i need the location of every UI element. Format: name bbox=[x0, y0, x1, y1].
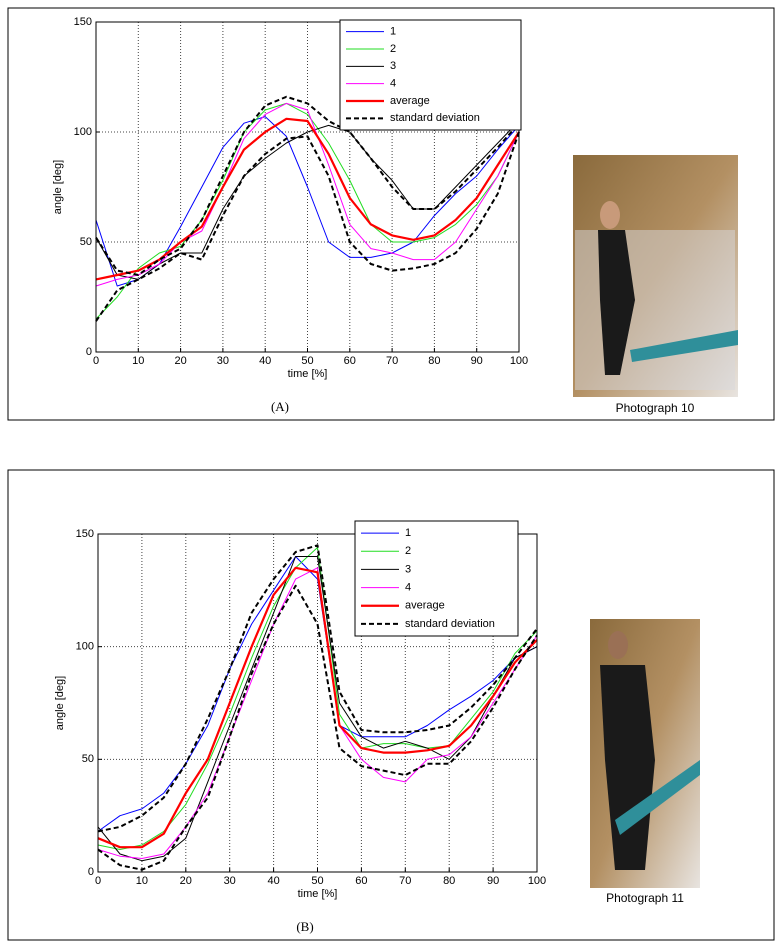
x-tick-label: 70 bbox=[399, 875, 411, 887]
legend bbox=[354, 520, 519, 637]
series-line bbox=[95, 116, 520, 287]
axes-frame bbox=[95, 21, 520, 353]
legend-label: 3 bbox=[405, 563, 411, 575]
photo-caption: Photograph 10 bbox=[616, 401, 695, 415]
photograph bbox=[573, 155, 738, 397]
y-tick-label: 150 bbox=[74, 16, 92, 28]
x-tick-label: 20 bbox=[180, 875, 192, 887]
x-tick-label: 50 bbox=[301, 355, 313, 367]
chart: 0 10 20 30 40 50 60 70 80 90 100 0 50 100 150 time [%] a… bbox=[52, 16, 695, 415]
legend-label: 4 bbox=[390, 78, 396, 90]
y-tick-label: 0 bbox=[86, 346, 92, 358]
legend-label: 1 bbox=[390, 26, 396, 38]
panel-frame bbox=[7, 7, 775, 421]
y-tick-label: 50 bbox=[82, 753, 94, 765]
y-tick-label: 150 bbox=[76, 528, 94, 540]
x-axis-label: time [%] bbox=[288, 368, 328, 380]
x-tick-label: 30 bbox=[224, 875, 236, 887]
x-tick-label: 60 bbox=[355, 875, 367, 887]
x-tick-label: 100 bbox=[510, 355, 528, 367]
legend-label: 2 bbox=[405, 545, 411, 557]
x-tick-label: 40 bbox=[259, 355, 271, 367]
series-line bbox=[95, 131, 520, 322]
photograph bbox=[590, 619, 700, 888]
y-tick-label: 50 bbox=[80, 236, 92, 248]
x-tick-label: 50 bbox=[311, 875, 323, 887]
series-line bbox=[97, 544, 538, 833]
x-tick-label: 40 bbox=[267, 875, 279, 887]
x-tick-label: 70 bbox=[386, 355, 398, 367]
x-tick-label: 80 bbox=[428, 355, 440, 367]
legend-label: 2 bbox=[390, 43, 396, 55]
series-line bbox=[95, 117, 520, 281]
legend-label: average bbox=[390, 95, 430, 107]
legend-label: average bbox=[405, 600, 445, 612]
series-line bbox=[95, 102, 520, 287]
series-line bbox=[97, 584, 538, 871]
x-tick-label: 80 bbox=[443, 875, 455, 887]
series-line bbox=[97, 556, 538, 862]
y-axis-label: angle [deg] bbox=[52, 160, 64, 214]
y-tick-label: 100 bbox=[76, 641, 94, 653]
photo-caption: Photograph 11 bbox=[606, 891, 684, 905]
x-tick-label: 20 bbox=[174, 355, 186, 367]
legend-label: standard deviation bbox=[390, 112, 480, 124]
legend-label: 4 bbox=[405, 581, 411, 593]
series-line bbox=[95, 102, 520, 320]
x-tick-label: 90 bbox=[471, 355, 483, 367]
x-tick-label: 0 bbox=[93, 355, 99, 367]
x-tick-label: 0 bbox=[95, 875, 101, 887]
series-line bbox=[97, 566, 538, 849]
panel-caption: (B) bbox=[296, 919, 313, 934]
panel-caption: (A) bbox=[271, 399, 289, 414]
legend-label: standard deviation bbox=[405, 618, 495, 630]
x-tick-label: 90 bbox=[487, 875, 499, 887]
chart: 0 10 20 30 40 50 60 70 80 90 100 0 50 100 150 time [%] a… bbox=[54, 520, 684, 934]
legend-label: 3 bbox=[390, 60, 396, 72]
x-axis-label: time [%] bbox=[298, 888, 338, 900]
series-line bbox=[97, 567, 538, 859]
legend-label: 1 bbox=[405, 527, 411, 539]
x-tick-label: 30 bbox=[217, 355, 229, 367]
legend bbox=[339, 19, 522, 131]
x-tick-label: 100 bbox=[528, 875, 546, 887]
series-line bbox=[95, 95, 520, 276]
x-tick-label: 60 bbox=[344, 355, 356, 367]
x-tick-label: 10 bbox=[132, 355, 144, 367]
y-axis-label: angle [deg] bbox=[54, 676, 66, 730]
y-tick-label: 0 bbox=[88, 866, 94, 878]
y-tick-label: 100 bbox=[74, 126, 92, 138]
panel-frame bbox=[7, 469, 775, 941]
series-line bbox=[95, 120, 520, 280]
x-tick-label: 10 bbox=[136, 875, 148, 887]
axes-frame bbox=[97, 533, 538, 873]
